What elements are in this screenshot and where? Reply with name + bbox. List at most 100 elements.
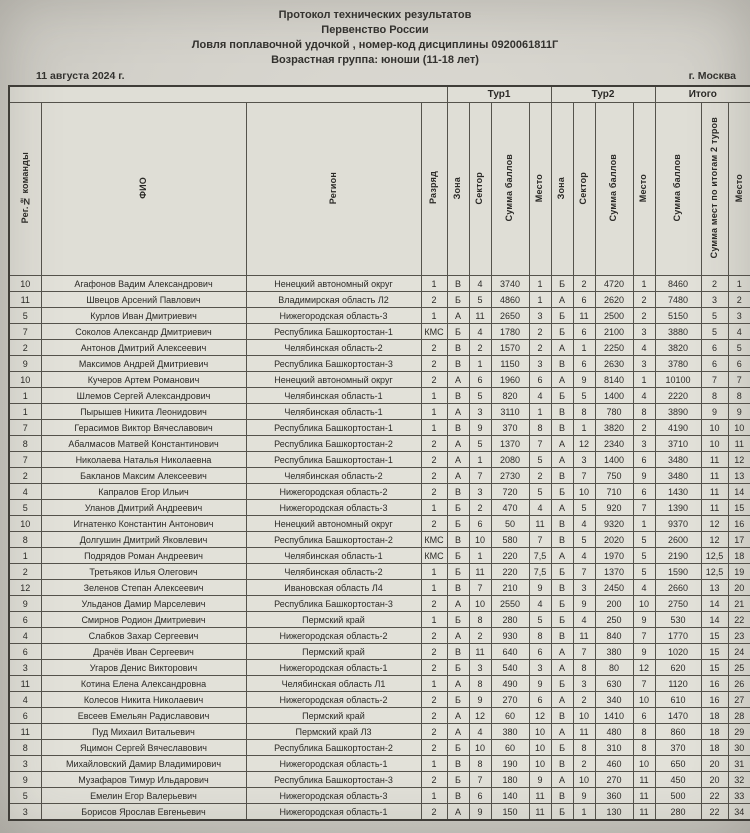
table-cell: 7 [8,323,42,340]
table-row: 6 Драчёв Иван Сергеевич Пермский край 2 В 11 6… [8,643,750,660]
table-cell: Б [446,691,470,708]
table-cell: Игнатенко Константин Антонович [40,515,247,532]
table-cell: Максимов Андрей Дмитриевич [40,355,247,372]
table-cell: 2340 [594,435,634,452]
table-cell: 2 [8,563,42,580]
column-header-label: Зона [452,176,463,200]
doc-title-line-3: Ловля поплавочной удочкой , номер-код ди… [191,39,559,51]
table-cell: Нижегородская область-1 [245,755,422,772]
table-cell: 9 [632,643,656,660]
table-cell: 10 [8,275,42,292]
table-cell: 3 [8,755,42,772]
table-cell: 22 [700,803,729,821]
table-cell: А [550,435,574,452]
table-cell: 6 [572,323,596,340]
meta-row: 11 августа 2024 г. г. Москва [36,70,736,82]
table-cell: 8 [528,627,552,644]
table-cell: 5150 [654,307,702,324]
table-cell: 11 [528,515,552,532]
table-cell: 15 [700,643,729,660]
table-cell: 4 [632,387,656,404]
table-row: 11 Пуд Михаил Витальевич Пермский край Л3 2… [8,723,750,740]
table-cell: 14 [700,595,729,612]
table-cell: А [446,723,470,740]
table-cell: 5 [8,499,42,516]
table-row: 10 Игнатенко Константин Антонович Ненецкий… [8,515,750,532]
table-cell: 1 [468,451,492,468]
column-header-label: Сумма мест по итогам 2 туров [708,117,719,259]
table-cell: Уланов Дмитрий Андреевич [40,499,247,516]
table-cell: Капралов Егор Ильич [40,483,247,500]
table-cell: Долгушин Дмитрий Яковлевич [40,531,247,548]
table-cell: 2 [632,419,656,436]
table-cell: 5 [700,323,729,340]
table-cell: 9 [8,595,42,612]
table-cell: 1590 [654,563,702,580]
table-row: 5 Курлов Иван Дмитриевич Нижегородская обл… [8,307,750,324]
table-cell: 2 [420,643,448,660]
table-cell: 22 [727,611,750,628]
table-cell: 6 [572,291,596,308]
table-cell: 7 [468,467,492,484]
table-cell: 32 [727,771,750,788]
column-header-label: Место [733,173,744,203]
table-cell: Курлов Иван Дмитриевич [40,307,247,324]
table-cell: 2 [420,723,448,740]
table-cell: Третьяков Илья Олегович [40,563,247,580]
table-row: 12 Зеленов Степан Алексеевич Ивановская об… [8,579,750,596]
table-cell: 11 [528,787,552,804]
table-cell: Б [446,515,470,532]
table-cell: 7 [528,531,552,548]
table-cell: 1 [420,387,448,404]
table-row: 9 Ульданов Дамир Марселевич Республика Баш… [8,595,750,612]
table-cell: Смирнов Родион Дмитриевич [40,611,247,628]
table-cell: В [550,531,574,548]
table-cell: 10 [632,691,656,708]
table-cell: 2 [528,323,552,340]
column-header-14: Место [727,102,750,276]
doc-city: г. Москва [688,70,736,82]
table-cell: Челябинская область-1 [245,547,422,564]
table-cell: 2 [420,435,448,452]
table-cell: 1 [572,803,596,821]
column-header-label: Сумма баллов [504,154,515,222]
table-cell: 4 [468,723,492,740]
table-cell: 11 [572,723,596,740]
table-cell: 1 [468,355,492,372]
table-cell: 6 [8,707,42,724]
table-cell: 2 [420,355,448,372]
table-cell: 2 [528,467,552,484]
table-cell: 9 [468,691,492,708]
column-header-6: Сумма баллов [490,102,530,276]
table-cell: Ненецкий автономный округ [245,275,422,292]
table-cell: 10 [468,595,492,612]
table-cell: 2600 [654,531,702,548]
table-cell: 640 [490,643,530,660]
table-cell: В [550,627,574,644]
table-cell: Подрядов Роман Андреевич [40,547,247,564]
table-cell: 12 [528,707,552,724]
table-cell: В [446,579,470,596]
column-header-8: Зона [550,102,574,276]
table-cell: 8 [468,611,492,628]
table-cell: Б [446,323,470,340]
table-cell: 2 [727,291,750,308]
table-cell: 4 [632,579,656,596]
table-cell: 3880 [654,323,702,340]
table-cell: 3 [632,323,656,340]
table-cell: Угаров Денис Викторович [40,659,247,676]
table-cell: Нижегородская область-3 [245,307,422,324]
table-row: 7 Герасимов Виктор Вячеславович Республика… [8,419,750,436]
table-row: 2 Третьяков Илья Олегович Челябинская обла… [8,563,750,580]
table-cell: 1470 [654,707,702,724]
table-columns-row: Рег.№ команды ФИО Регион Разряд Зона Сектор Су… [8,102,750,276]
table-cell: 20 [727,579,750,596]
table-cell: 3 [8,803,42,821]
table-cell: Республика Башкортостан-1 [245,419,422,436]
table-cell: 2 [528,339,552,356]
table-cell: А [446,627,470,644]
table-cell: 1 [420,787,448,804]
table-cell: 2 [572,755,596,772]
table-cell: Б [550,275,574,292]
table-cell: 9 [8,771,42,788]
